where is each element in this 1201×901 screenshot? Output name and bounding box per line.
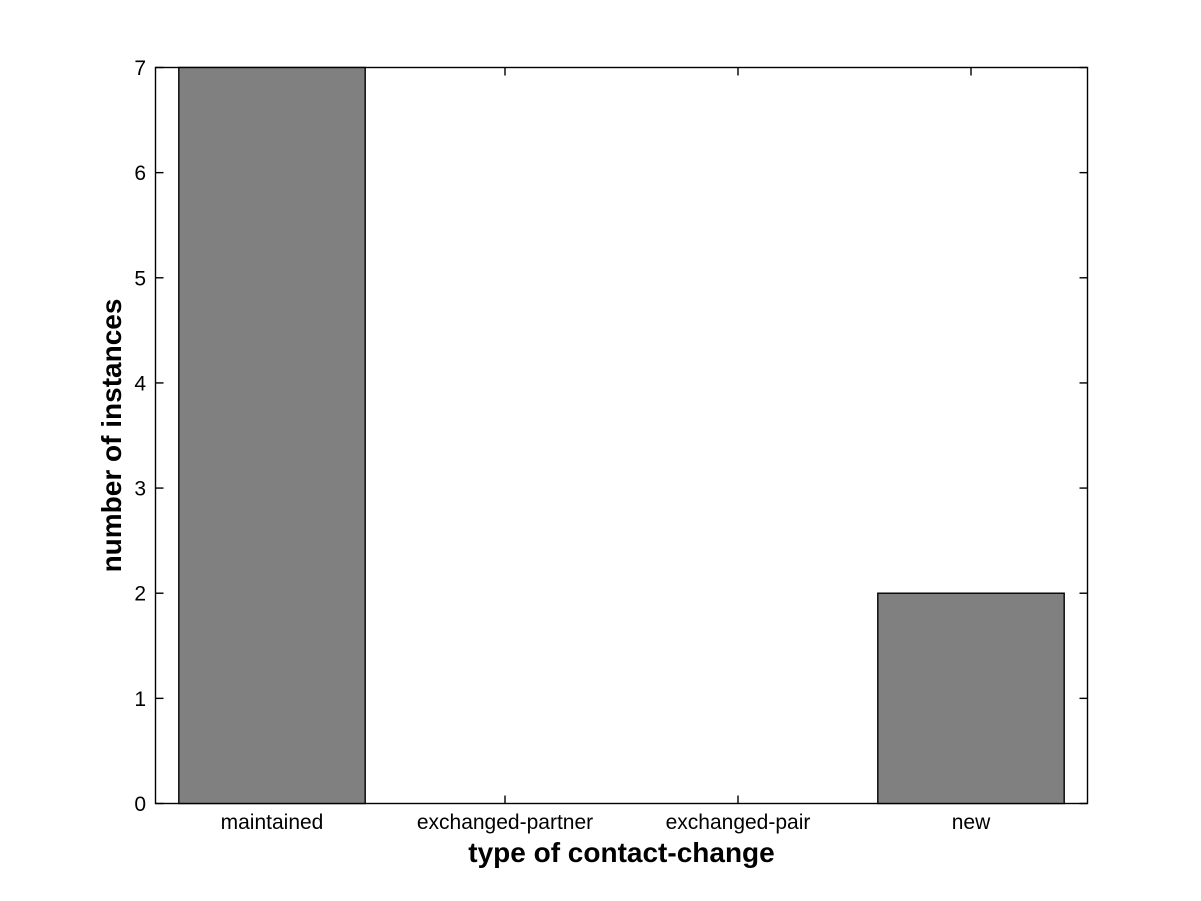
- y-tick-label: 0: [134, 793, 146, 816]
- axis-labels: 0 1 2 3 4 5 6 7 maintained exchanged-partner excha…: [96, 57, 991, 868]
- x-category-label: maintained: [221, 811, 324, 834]
- bar-series: [178, 66, 1065, 805]
- y-tick-label: 3: [134, 478, 146, 501]
- x-category-label: exchanged-pair: [666, 811, 811, 834]
- y-tick-label: 4: [134, 372, 146, 395]
- x-category-label: new: [952, 811, 991, 834]
- x-category-label: exchanged-partner: [417, 811, 593, 834]
- bar-new: [877, 592, 1065, 805]
- bar-maintained: [178, 66, 366, 805]
- y-tick-label: 2: [134, 583, 146, 606]
- y-tick-label: 5: [134, 267, 146, 290]
- y-tick-label: 1: [134, 688, 146, 711]
- plot-frame: [154, 66, 1089, 805]
- y-axis-label: number of instances: [96, 299, 127, 573]
- x-axis-label: type of contact-change: [468, 837, 774, 868]
- y-tick-label: 7: [134, 57, 146, 80]
- plot-box: [154, 66, 1089, 805]
- y-tick-label: 6: [134, 162, 146, 185]
